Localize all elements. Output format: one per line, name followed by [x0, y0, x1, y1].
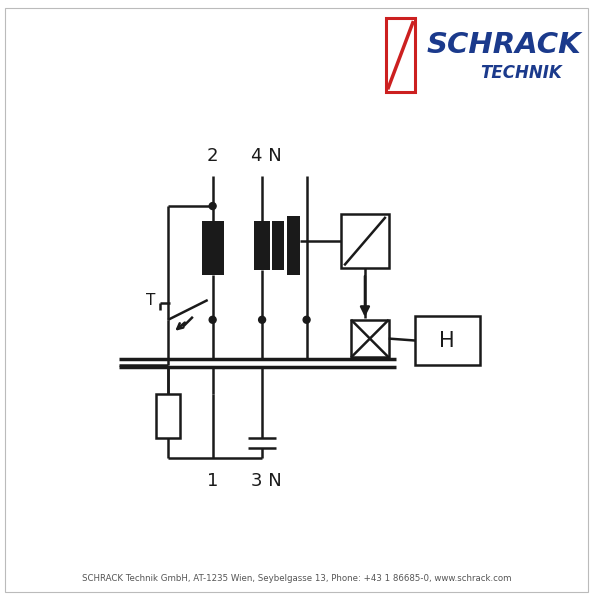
Bar: [202, 221, 224, 275]
Text: SCHRACK Technik GmbH, AT-1235 Wien, Seybelgasse 13, Phone: +43 1 86685-0, www.sc: SCHRACK Technik GmbH, AT-1235 Wien, Seyb…: [82, 574, 511, 583]
Text: 2: 2: [207, 146, 218, 164]
Text: 3 N: 3 N: [251, 472, 281, 490]
Circle shape: [209, 316, 216, 323]
Bar: [415, 316, 479, 365]
Bar: [287, 216, 299, 275]
Bar: [351, 320, 389, 358]
Circle shape: [209, 203, 216, 209]
Bar: [341, 214, 389, 268]
Text: 4 N: 4 N: [251, 146, 281, 164]
Bar: [272, 221, 284, 271]
Polygon shape: [386, 18, 415, 92]
Text: SCHRACK: SCHRACK: [427, 31, 582, 59]
Text: 1: 1: [207, 472, 218, 490]
Text: H: H: [439, 331, 455, 350]
Bar: [156, 394, 180, 439]
Text: TECHNIK: TECHNIK: [481, 64, 562, 82]
Bar: [254, 221, 270, 271]
Circle shape: [303, 316, 310, 323]
Circle shape: [259, 316, 266, 323]
Text: T: T: [146, 293, 155, 308]
